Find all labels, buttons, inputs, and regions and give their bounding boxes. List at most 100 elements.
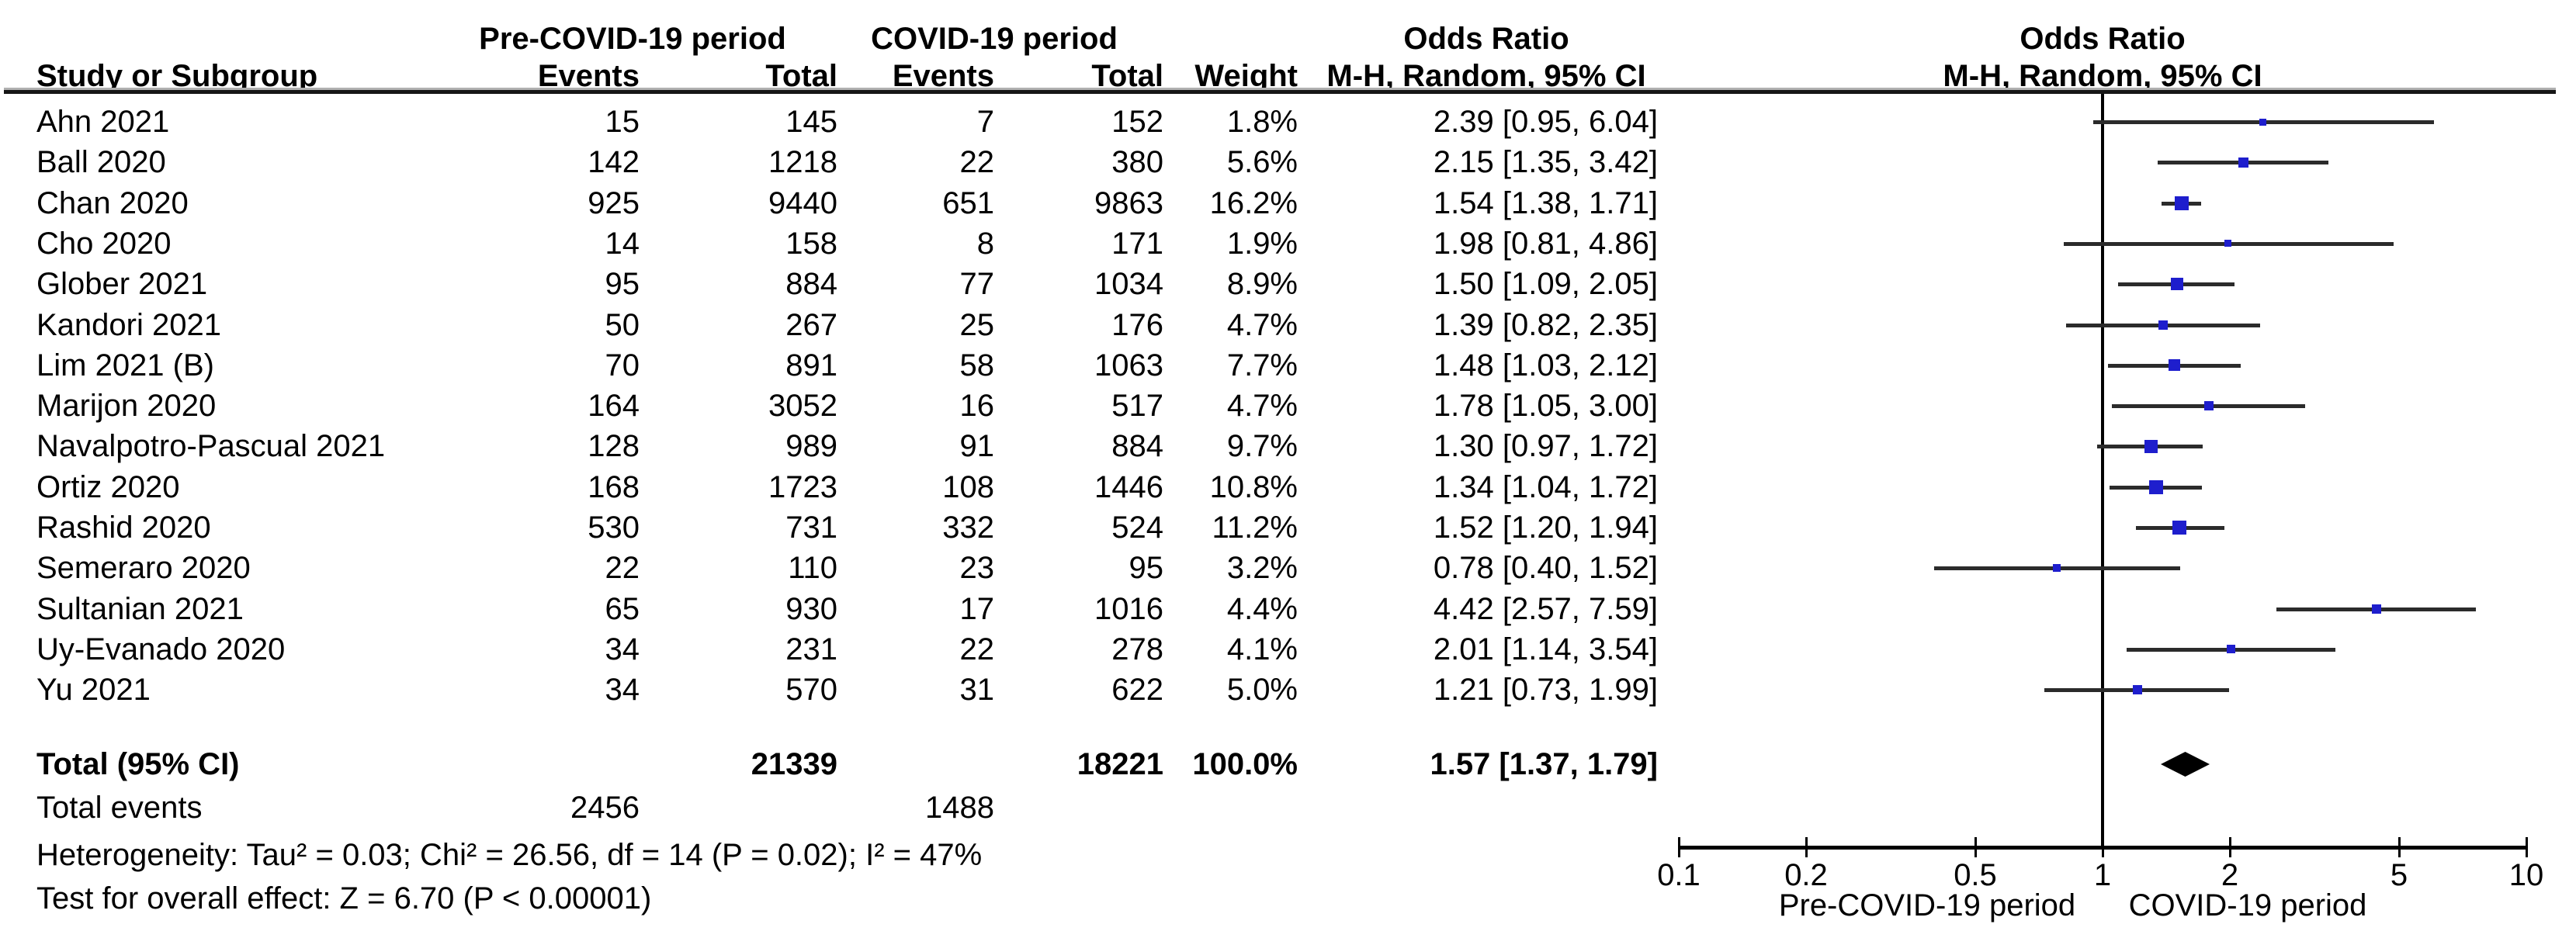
total1-cell: 110 — [788, 551, 837, 585]
study-name: Uy-Evanado 2020 — [36, 632, 286, 666]
weight-column-header: Weight — [1194, 59, 1298, 93]
or-ci-cell: 2.15 [1.35, 3.42] — [1433, 145, 1658, 179]
events2-cell: 31 — [959, 673, 995, 707]
total-row-label: Total (95% CI) — [36, 747, 240, 781]
events1-column-header: Events — [537, 59, 640, 93]
plot-subtitle: M-H, Random, 95% CI — [1943, 59, 2262, 93]
events2-cell: 22 — [959, 632, 995, 666]
study-name: Sultanian 2021 — [36, 592, 244, 626]
x-axis-tick-label: 1 — [2093, 858, 2112, 892]
weight-cell: 16.2% — [1209, 186, 1298, 220]
x-axis-tick — [2398, 837, 2401, 857]
total-diamond — [2161, 752, 2210, 777]
events1-cell: 142 — [588, 145, 640, 179]
total-events2: 1488 — [925, 791, 994, 825]
study-name: Marijon 2020 — [36, 389, 217, 423]
events1-cell: 22 — [605, 551, 640, 585]
events2-cell: 25 — [959, 308, 995, 342]
no-effect-line — [2101, 94, 2104, 849]
or-ci-cell: 1.39 [0.82, 2.35] — [1433, 308, 1658, 342]
x-axis-tick — [2526, 837, 2528, 857]
overall-effect-test: Test for overall effect: Z = 6.70 (P < 0… — [36, 881, 652, 916]
x-axis-tick — [1678, 837, 1680, 857]
or-ci-cell: 1.34 [1.04, 1.72] — [1433, 470, 1658, 504]
x-axis-tick-label: 0.2 — [1784, 858, 1828, 892]
events2-cell: 7 — [976, 105, 994, 139]
study-name: Yu 2021 — [36, 673, 151, 707]
total2-cell: 278 — [1111, 632, 1163, 666]
or-column-title: Odds Ratio — [1403, 22, 1569, 56]
point-estimate-marker — [2053, 564, 2061, 572]
weight-cell: 1.9% — [1226, 227, 1298, 261]
x-axis-tick-label: 0.1 — [1657, 858, 1701, 892]
events2-cell: 16 — [959, 389, 995, 423]
total2-cell: 95 — [1129, 551, 1164, 585]
weight-cell: 5.0% — [1226, 673, 1298, 707]
or-ci-cell: 2.39 [0.95, 6.04] — [1433, 105, 1658, 139]
point-estimate-marker — [2227, 645, 2235, 653]
total1-cell: 731 — [785, 511, 837, 545]
total2-cell: 152 — [1111, 105, 1163, 139]
x-axis-tick — [2229, 837, 2231, 857]
total1-sum: 21339 — [751, 747, 837, 781]
events1-cell: 168 — [588, 470, 640, 504]
total1-cell: 267 — [785, 308, 837, 342]
events1-cell: 15 — [605, 105, 640, 139]
events1-cell: 14 — [605, 227, 640, 261]
total1-cell: 884 — [785, 267, 837, 301]
total1-cell: 145 — [785, 105, 837, 139]
events2-cell: 91 — [959, 429, 995, 463]
study-name: Rashid 2020 — [36, 511, 211, 545]
x-axis-tick-label: 10 — [2508, 858, 2544, 892]
study-name: Glober 2021 — [36, 267, 208, 301]
total1-cell: 891 — [785, 348, 837, 382]
header-divider-highlight — [4, 88, 2556, 90]
events2-cell: 22 — [959, 145, 995, 179]
weight-cell: 3.2% — [1226, 551, 1298, 585]
total2-cell: 622 — [1111, 673, 1163, 707]
events1-cell: 925 — [588, 186, 640, 220]
total-weight: 100.0% — [1192, 747, 1298, 781]
point-estimate-marker — [2224, 240, 2231, 247]
group1-header: Pre-COVID-19 period — [479, 22, 786, 56]
total2-cell: 380 — [1111, 145, 1163, 179]
events1-cell: 164 — [588, 389, 640, 423]
weight-cell: 5.6% — [1226, 145, 1298, 179]
events1-cell: 530 — [588, 511, 640, 545]
events2-cell: 108 — [942, 470, 994, 504]
point-estimate-marker — [2172, 521, 2186, 535]
point-estimate-marker — [2169, 359, 2180, 371]
study-name: Chan 2020 — [36, 186, 189, 220]
total-events-label: Total events — [36, 791, 203, 825]
or-ci-cell: 2.01 [1.14, 3.54] — [1433, 632, 1658, 666]
events1-cell: 65 — [605, 592, 640, 626]
weight-cell: 4.7% — [1226, 308, 1298, 342]
total1-cell: 231 — [785, 632, 837, 666]
events1-cell: 95 — [605, 267, 640, 301]
total1-cell: 930 — [785, 592, 837, 626]
point-estimate-marker — [2372, 604, 2381, 614]
weight-cell: 7.7% — [1226, 348, 1298, 382]
total1-cell: 989 — [785, 429, 837, 463]
x-axis-tick-label: 5 — [2390, 858, 2408, 892]
study-name: Ortiz 2020 — [36, 470, 180, 504]
x-axis-tick-label: 0.5 — [1954, 858, 1997, 892]
total1-cell: 158 — [785, 227, 837, 261]
events2-cell: 17 — [959, 592, 995, 626]
weight-cell: 4.7% — [1226, 389, 1298, 423]
or-ci-cell: 1.54 [1.38, 1.71] — [1433, 186, 1658, 220]
total2-cell: 1063 — [1094, 348, 1163, 382]
total1-cell: 1723 — [768, 470, 837, 504]
weight-cell: 10.8% — [1209, 470, 1298, 504]
total2-cell: 884 — [1111, 429, 1163, 463]
group2-header: COVID-19 period — [871, 22, 1118, 56]
total2-column-header: Total — [1091, 59, 1163, 93]
or-ci-cell: 1.50 [1.09, 2.05] — [1433, 267, 1658, 301]
heterogeneity-stats: Heterogeneity: Tau² = 0.03; Chi² = 26.56… — [36, 838, 983, 872]
x-axis-left-label: Pre-COVID-19 period — [1778, 888, 2076, 922]
events1-cell: 50 — [605, 308, 640, 342]
events1-cell: 128 — [588, 429, 640, 463]
total1-cell: 9440 — [768, 186, 837, 220]
or-column-subtitle: M-H, Random, 95% CI — [1326, 59, 1646, 93]
total1-cell: 1218 — [768, 145, 837, 179]
